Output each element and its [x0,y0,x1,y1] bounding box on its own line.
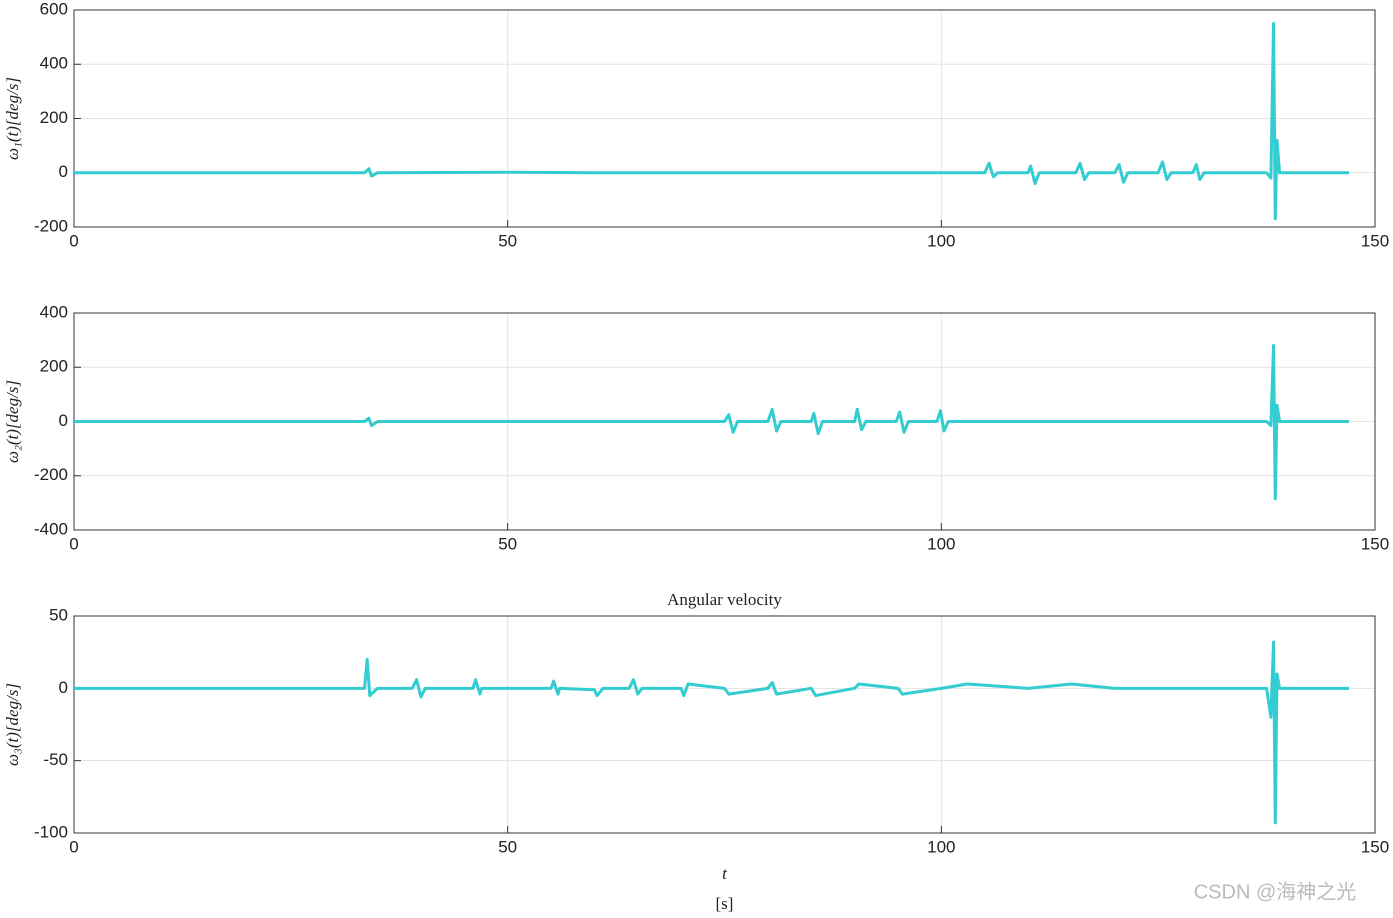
axes-box [73,615,1376,834]
x-tick-label: 50 [498,837,517,856]
data-line [74,22,1349,221]
y-tick-label: 400 [40,54,68,73]
y-tick-label: 0 [59,411,68,430]
y-axis-label: ω₂(t)[deg/s] [3,380,22,463]
y-tick-label: -100 [34,822,68,841]
data-line [74,344,1349,501]
x-tick-label: 50 [498,231,517,250]
x-tick-label: 0 [69,837,78,856]
y-tick-label: -200 [34,465,68,484]
x-tick-label: 150 [1361,837,1389,856]
y-tick-label: 200 [40,357,68,376]
x-tick-label: 100 [927,534,955,553]
watermark: CSDN @海神之光 [1194,880,1357,903]
y-tick-label: 400 [40,302,68,321]
axes-box [73,9,1376,228]
x-tick-label: 100 [927,837,955,856]
y-axis-label: ω₃(t)[deg/s] [3,683,22,766]
x-tick-label: 150 [1361,231,1389,250]
chart-title: Angular velocity [667,590,782,609]
x-tick-label: 0 [69,534,78,553]
x-tick-label: 100 [927,231,955,250]
y-tick-label: -200 [34,216,68,235]
x-axis-unit: [s] [716,894,734,913]
y-tick-label: -50 [43,750,68,769]
y-tick-label: 50 [49,605,68,624]
x-tick-label: 150 [1361,534,1389,553]
y-tick-label: 600 [40,0,68,18]
data-line [74,640,1349,825]
y-tick-label: 0 [59,678,68,697]
y-tick-label: 0 [59,162,68,181]
y-tick-label: -400 [34,519,68,538]
x-tick-label: 50 [498,534,517,553]
y-tick-label: 200 [40,108,68,127]
x-tick-label: 0 [69,231,78,250]
x-axis-label: t [722,864,728,883]
y-axis-label: ω₁(t)[deg/s] [3,77,22,160]
